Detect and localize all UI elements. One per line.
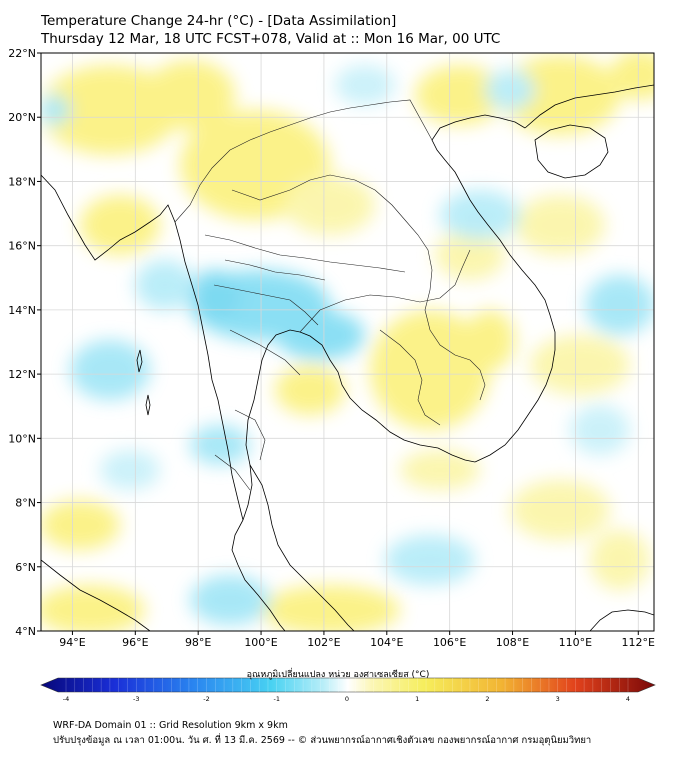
lat-tick-label: 12°N bbox=[8, 368, 36, 381]
lat-tick-label: 8°N bbox=[15, 497, 36, 510]
title-line-1: Temperature Change 24-hr (°C) - [Data As… bbox=[41, 13, 397, 29]
colorbar: -4 -3 -2 -1 0 1 2 3 4 bbox=[40, 677, 656, 703]
colorbar-tick-label: 1 bbox=[415, 695, 419, 703]
lon-tick-label: 106°E bbox=[433, 636, 466, 649]
country-borders bbox=[174, 99, 486, 491]
colorbar-tick-label: 2 bbox=[485, 695, 489, 703]
footer-line-2: ปรับปรุงข้อมูล ณ เวลา 01:00น. วัน ศ. ที่… bbox=[53, 735, 592, 746]
footer: WRF-DA Domain 01 :: Grid Resolution 9km … bbox=[53, 718, 591, 748]
colorbar-tick-label: -4 bbox=[63, 695, 69, 703]
lon-tick-label: 96°E bbox=[122, 636, 148, 649]
lon-tick-label: 112°E bbox=[622, 636, 655, 649]
plot-frame bbox=[40, 52, 655, 632]
colorbar-tick-label: 4 bbox=[626, 695, 630, 703]
lat-tick-label: 20°N bbox=[8, 111, 36, 124]
lon-tick-label: 108°E bbox=[496, 636, 529, 649]
longitude-ticks: 94°E 96°E 98°E 100°E 102°E 104°E 106°E 108°E 110… bbox=[59, 631, 655, 649]
colorbar-tick-label: -3 bbox=[133, 695, 139, 703]
colorbar-tick-label: 3 bbox=[556, 695, 560, 703]
lat-tick-label: 14°N bbox=[8, 304, 36, 317]
title-line-2: Thursday 12 Mar, 18 UTC FCST+078, Valid … bbox=[41, 31, 501, 47]
lon-tick-label: 100°E bbox=[244, 636, 277, 649]
colorbar-title: อุณหภูมิเปลี่ยนแปลง หน่วย องศาเซลเซียส (… bbox=[246, 670, 430, 680]
lat-tick-label: 4°N bbox=[15, 625, 36, 638]
latitude-ticks: 4°N 6°N 8°N 10°N 12°N 14°N 16°N 18°N 20°N 22°N bbox=[8, 47, 41, 638]
lat-tick-label: 22°N bbox=[8, 47, 36, 60]
lat-tick-label: 10°N bbox=[8, 432, 36, 445]
colorbar-tick-label: 0 bbox=[345, 695, 349, 703]
lon-tick-label: 94°E bbox=[59, 636, 85, 649]
lat-tick-label: 16°N bbox=[8, 240, 36, 253]
temperature-field bbox=[41, 53, 654, 631]
lon-tick-label: 110°E bbox=[559, 636, 592, 649]
colorbar-tick-label: -2 bbox=[203, 695, 209, 703]
coastlines bbox=[41, 84, 654, 631]
lon-tick-label: 98°E bbox=[185, 636, 211, 649]
lat-tick-label: 6°N bbox=[15, 561, 36, 574]
colorbar-ticks: -4 -3 -2 -1 0 1 2 3 4 bbox=[63, 678, 630, 703]
lon-tick-label: 102°E bbox=[307, 636, 340, 649]
colorbar-scale bbox=[40, 677, 656, 693]
lat-tick-label: 18°N bbox=[8, 175, 36, 188]
map-title: Temperature Change 24-hr (°C) - [Data As… bbox=[41, 12, 500, 48]
colorbar-tick-label: -1 bbox=[274, 695, 280, 703]
grid-lines bbox=[41, 53, 654, 631]
footer-line-1: WRF-DA Domain 01 :: Grid Resolution 9km … bbox=[53, 720, 288, 731]
lon-tick-label: 104°E bbox=[370, 636, 403, 649]
